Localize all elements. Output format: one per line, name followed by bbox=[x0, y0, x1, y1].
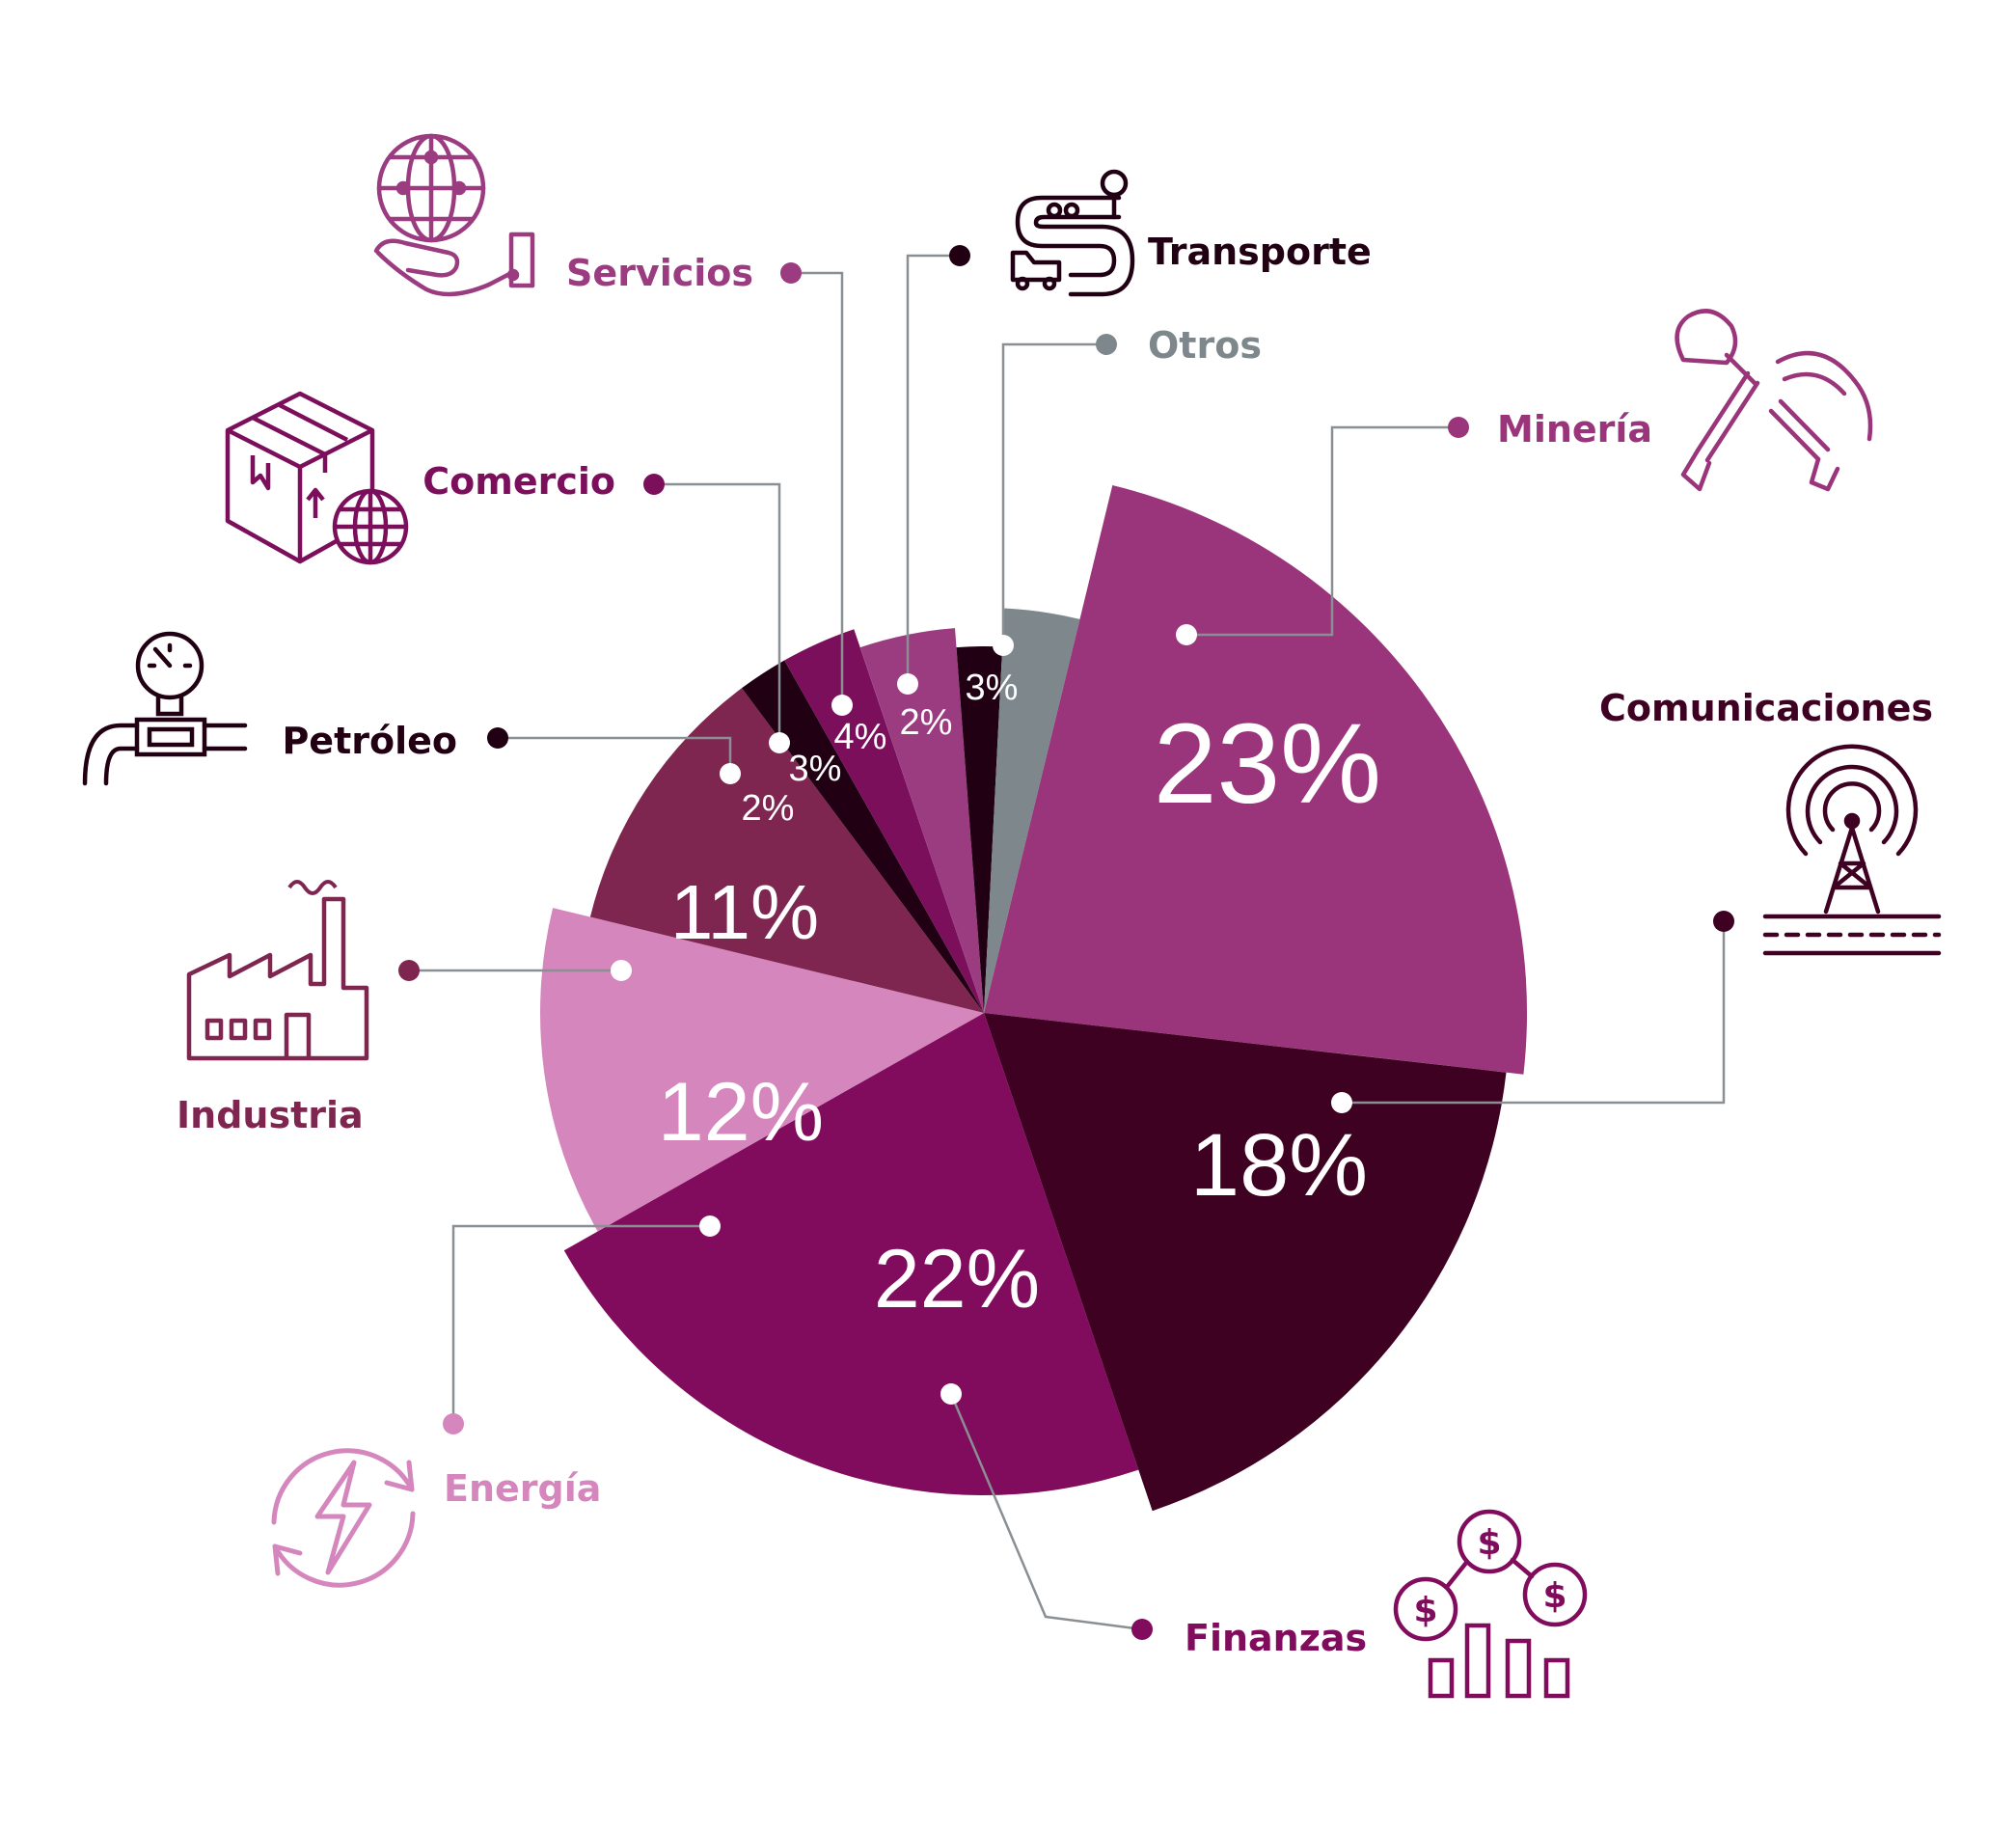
label-dot-8 bbox=[949, 245, 970, 266]
factory-icon bbox=[186, 880, 369, 1061]
slice-marker-9 bbox=[993, 635, 1014, 656]
pie-slice-5 bbox=[742, 660, 984, 1013]
pie-slice-1 bbox=[984, 1013, 1507, 1512]
category-label-finanzas: Finanzas bbox=[1185, 1617, 1367, 1659]
label-dot-5 bbox=[487, 727, 508, 749]
svg-text:$: $ bbox=[1413, 1591, 1437, 1630]
percent-label-4: 11% bbox=[670, 869, 819, 955]
percent-label-3: 12% bbox=[658, 1066, 824, 1159]
pie-slice-0 bbox=[984, 485, 1528, 1075]
category-label-energia: Energía bbox=[444, 1467, 601, 1510]
box-globe-icon bbox=[225, 391, 409, 565]
hand-globe-icon bbox=[373, 133, 535, 297]
slice-marker-8 bbox=[897, 673, 918, 695]
label-dot-1 bbox=[1713, 911, 1734, 932]
leader-line-5 bbox=[498, 736, 732, 774]
category-label-otros: Otros bbox=[1148, 324, 1262, 367]
category-label-petroleo: Petróleo bbox=[282, 720, 457, 762]
pickaxe-shovel-icon bbox=[1675, 309, 1873, 492]
leader-line-7 bbox=[791, 271, 844, 705]
pie-slice-9 bbox=[984, 608, 1080, 1013]
category-label-servicios: Servicios bbox=[566, 252, 753, 294]
pie-slices bbox=[540, 485, 1528, 1512]
category-label-industria: Industria bbox=[177, 1094, 364, 1136]
percent-labels: 23%18%22%12%11%2%3%4% 2%3% bbox=[658, 668, 1381, 1325]
oil-pipeline-icon bbox=[82, 631, 248, 786]
leader-line-9 bbox=[1001, 342, 1106, 645]
pie-slice-8 bbox=[956, 646, 1003, 1013]
svg-text:$: $ bbox=[1542, 1576, 1566, 1616]
percent-label-1: 18% bbox=[1190, 1116, 1368, 1215]
leader-line-6 bbox=[654, 482, 781, 743]
percent-label-0: 23% bbox=[1154, 700, 1381, 828]
renewable-energy-icon bbox=[271, 1448, 416, 1588]
category-label-mineria: Minería bbox=[1497, 408, 1652, 451]
label-dot-4 bbox=[398, 960, 420, 981]
slice-marker-0 bbox=[1176, 624, 1197, 645]
label-dot-2 bbox=[1131, 1619, 1153, 1640]
percent-label-9: 3% bbox=[966, 668, 1019, 708]
truck-route-icon bbox=[1010, 169, 1135, 297]
leader-line-1 bbox=[1342, 921, 1726, 1105]
leader-line-8 bbox=[906, 254, 960, 684]
leader-line-2 bbox=[949, 1393, 1143, 1631]
radio-tower-icon bbox=[1762, 744, 1942, 956]
pie-slice-2 bbox=[563, 1013, 1139, 1495]
category-label-comercio: Comercio bbox=[422, 460, 615, 503]
pie-slice-7 bbox=[859, 628, 984, 1013]
label-dot-6 bbox=[643, 474, 665, 495]
slice-marker-5 bbox=[720, 763, 741, 784]
slice-marker-2 bbox=[940, 1383, 962, 1405]
percent-label-6: 3% bbox=[789, 749, 842, 789]
pie-slice-4 bbox=[589, 688, 984, 1013]
leader-line-3 bbox=[451, 1224, 710, 1424]
slice-marker-3 bbox=[699, 1215, 721, 1237]
slice-marker-6 bbox=[769, 732, 790, 753]
percent-label-2: 22% bbox=[874, 1233, 1040, 1325]
label-dot-9 bbox=[1096, 334, 1117, 355]
slice-marker-1 bbox=[1331, 1092, 1352, 1113]
slice-marker-7 bbox=[831, 695, 853, 716]
percent-label-8: 2% bbox=[900, 702, 953, 743]
leader-lines bbox=[398, 245, 1734, 1640]
category-label-transporte: Transporte bbox=[1148, 231, 1372, 273]
label-dot-3 bbox=[443, 1413, 464, 1434]
category-label-comunicaciones: Comunicaciones bbox=[1599, 687, 1933, 729]
leader-line-0 bbox=[1186, 425, 1458, 637]
svg-text:$: $ bbox=[1477, 1523, 1501, 1563]
percent-label-7: 4% bbox=[834, 717, 887, 757]
finance-network-icon: $ $ $ bbox=[1393, 1509, 1588, 1699]
pie-slice-3 bbox=[540, 908, 984, 1232]
percent-label-5: 2% bbox=[742, 788, 795, 829]
pie-slice-6 bbox=[784, 629, 984, 1013]
label-dot-0 bbox=[1448, 417, 1469, 438]
label-dot-7 bbox=[780, 262, 802, 284]
slice-marker-4 bbox=[611, 960, 632, 981]
